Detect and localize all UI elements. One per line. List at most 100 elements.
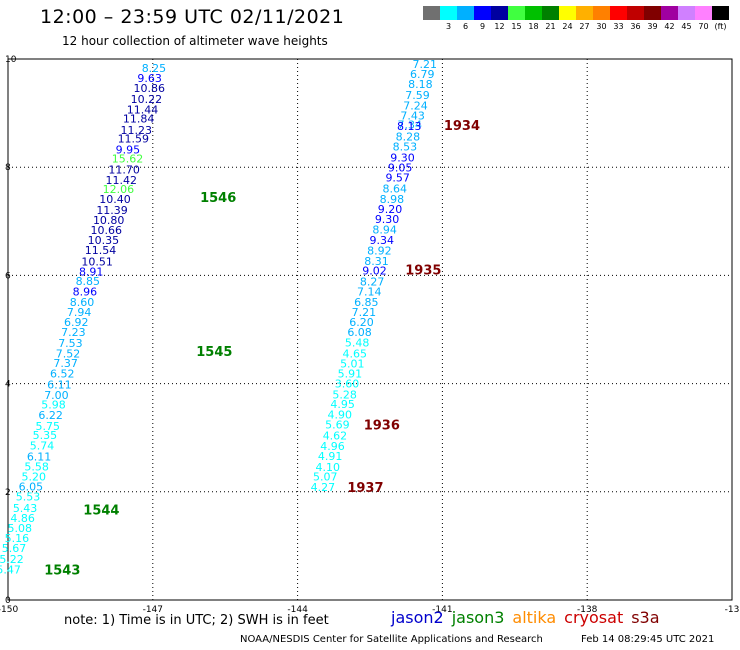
wave-height-point: 5.28: [332, 388, 357, 401]
wave-height-point: 5.20: [22, 471, 47, 484]
wave-height-point: 5.69: [325, 419, 350, 432]
time-annotation: 1936: [364, 419, 400, 434]
wave-height-point: 5.75: [36, 420, 61, 433]
wave-height-point: 11.44: [127, 103, 158, 116]
wave-height-point: 6.52: [50, 367, 75, 380]
x-tick-label: -138: [577, 605, 598, 615]
color-swatch: [508, 6, 525, 20]
plot-frame: [7, 58, 733, 601]
wave-height-point: 4.91: [318, 450, 343, 463]
y-tick-label: 0: [5, 596, 11, 606]
wave-height-point: 3.60: [335, 378, 360, 391]
wave-height-point: 4.65: [342, 347, 367, 360]
wave-height-point: 9.05: [388, 162, 413, 175]
legend-s3a: s3a: [631, 608, 660, 627]
color-swatch: [423, 6, 440, 20]
wave-height-point: 7.53: [58, 337, 83, 350]
legend-cryosat: cryosat: [564, 608, 624, 627]
time-annotation: 1934: [444, 119, 480, 134]
wave-height-point: 5.35: [33, 429, 58, 442]
footer-note: note: 1) Time is in UTC; 2) SWH is in fe…: [64, 613, 329, 628]
color-scale-label: 30: [596, 22, 607, 31]
wave-height-point: 5.07: [313, 471, 338, 484]
wave-height-point: 8.64: [383, 182, 408, 195]
wave-height-point: 9.57: [385, 171, 410, 184]
wave-height-point: 6.05: [19, 480, 44, 493]
wave-height-point: 8.94: [372, 223, 397, 236]
wave-height-point: 5.98: [41, 399, 66, 412]
color-scale-label: 15: [511, 22, 522, 31]
wave-height-point: 7.43: [400, 109, 425, 122]
wave-height-point: 7.00: [44, 389, 68, 402]
color-swatch: [559, 6, 576, 20]
chart-title: 12:00 – 23:59 UTC 02/11/2021: [40, 6, 345, 28]
wave-height-point: 11.70: [108, 163, 140, 176]
wave-height-point: 10.86: [133, 82, 165, 95]
wave-height-point: 7.24: [403, 100, 428, 113]
wave-height-point: 11.54: [85, 244, 117, 257]
wave-height-point: 4.95: [330, 398, 355, 411]
color-scale-label: 18: [528, 22, 539, 31]
wave-height-point: 7.94: [67, 306, 92, 319]
wave-height-point: 12.06: [103, 183, 134, 196]
x-tick-label: -141: [432, 605, 452, 615]
wave-height-point: 11.39: [96, 204, 128, 217]
wave-height-point: 8.31: [364, 255, 389, 268]
wave-height-point: 4.96: [320, 440, 345, 453]
wave-height-point: 8.92: [367, 245, 392, 258]
x-tick-label: -147: [143, 605, 163, 615]
wave-height-point: 8.96: [73, 286, 98, 299]
wave-height-point: 10.51: [81, 255, 113, 268]
wave-height-point: 8.18: [408, 78, 433, 91]
color-swatch: [627, 6, 644, 20]
color-scale-label: 24: [562, 22, 573, 31]
wave-height-point: 11.42: [105, 174, 136, 187]
wave-height-point: 10.66: [91, 224, 123, 237]
color-swatch: [593, 6, 610, 20]
color-scale-label: 33: [613, 22, 624, 31]
wave-height-point: 8.60: [70, 296, 95, 309]
wave-height-point: 7.59: [405, 89, 430, 102]
color-scale-label: 3: [445, 22, 452, 31]
y-tick-label: 2: [5, 488, 11, 498]
legend-jason3: jason3: [451, 608, 505, 627]
color-swatch: [610, 6, 627, 20]
wave-height-point: 8.27: [360, 275, 385, 288]
wave-height-point: 8.91: [79, 266, 104, 279]
color-scale-label: 39: [647, 22, 658, 31]
time-annotation: 1544: [83, 504, 119, 519]
wave-height-point: 6.79: [410, 68, 435, 81]
wave-height-point: 10.40: [99, 193, 131, 206]
color-scale-labels: 3 6 9 12 15 18 21 24 27 30 33 36 39 42 45 70 (ft): [423, 22, 729, 31]
x-tick-label: -13: [725, 605, 740, 615]
wave-height-point: 5.48: [345, 336, 370, 349]
wave-height-point: 6.11: [47, 379, 72, 392]
wave-height-point: 5.91: [338, 367, 363, 380]
wave-height-point: 7.23: [61, 326, 86, 339]
color-swatch: [440, 6, 457, 20]
wave-height-point: 9.95: [116, 143, 141, 156]
wave-height-point: 7.21: [412, 58, 437, 71]
x-tick-label: -144: [287, 605, 308, 615]
color-swatch: [576, 6, 593, 20]
color-swatch: [525, 6, 542, 20]
time-annotation: 1935: [405, 263, 441, 278]
time-annotation: 1545: [196, 345, 232, 360]
wave-height-point: 6.85: [354, 296, 379, 309]
wave-height-point: 8.13: [397, 120, 422, 133]
legend-altika: altika: [512, 608, 557, 627]
color-scale-label: 21: [545, 22, 556, 31]
wave-height-point: 5.43: [13, 502, 38, 515]
wave-height-point: 5.58: [24, 460, 49, 473]
color-swatch: [491, 6, 508, 20]
wave-height-point: 9.20: [378, 203, 403, 216]
y-tick-label: 8: [5, 163, 11, 173]
y-tick-label: 4: [5, 380, 11, 390]
wave-height-point: 6.22: [38, 409, 63, 422]
wave-height-point: 4.62: [323, 430, 348, 443]
color-scale-label: 36: [630, 22, 641, 31]
wave-height-point: 7.52: [56, 347, 80, 360]
y-tick-label: 6: [5, 271, 11, 281]
legend-jason2: jason2: [391, 608, 444, 627]
wave-height-point: 4.86: [10, 512, 35, 525]
